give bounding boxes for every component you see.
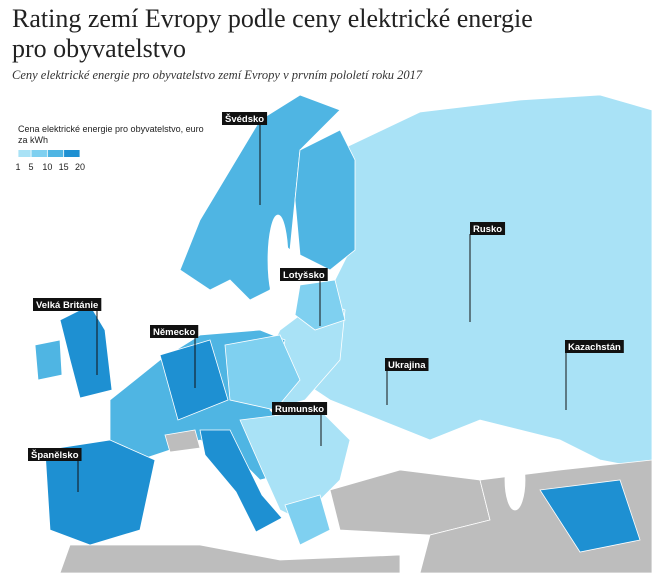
switzerland bbox=[164, 429, 201, 453]
country-label: Kazachstán bbox=[568, 342, 621, 353]
country-label: Švédsko bbox=[225, 113, 264, 125]
land bbox=[34, 94, 652, 573]
callout-box bbox=[150, 325, 199, 338]
greece bbox=[284, 494, 331, 546]
legend: 1 5 10 15 20 bbox=[15, 150, 85, 172]
central-asia bbox=[539, 479, 641, 553]
legend-swatch bbox=[18, 150, 32, 157]
legend-tick-label: 10 bbox=[42, 162, 52, 172]
legend-swatch bbox=[31, 150, 48, 157]
subtitle: Ceny elektrické energie pro obyvatelstvo… bbox=[12, 68, 423, 82]
legend-tick-label: 20 bbox=[75, 162, 85, 172]
legend-tick-label: 1 bbox=[15, 162, 20, 172]
uk bbox=[59, 304, 113, 399]
ireland bbox=[34, 339, 63, 381]
callout-box bbox=[272, 402, 328, 415]
legend-swatch bbox=[47, 150, 64, 157]
germany bbox=[159, 339, 229, 421]
callout-box bbox=[33, 298, 102, 311]
africa bbox=[59, 544, 401, 573]
finland bbox=[294, 129, 356, 271]
country-label: Rumunsko bbox=[275, 404, 324, 415]
baltic-sea bbox=[267, 214, 289, 306]
callout-box bbox=[385, 358, 429, 371]
country-label: Ukrajina bbox=[388, 360, 426, 371]
labels: Švédsko Rusko Lotyšsko Velká Británie Německ… bbox=[28, 112, 624, 492]
turkey bbox=[329, 469, 491, 536]
country-label: Rusko bbox=[473, 224, 502, 235]
callout-box bbox=[28, 448, 82, 461]
russia bbox=[299, 94, 652, 471]
italy bbox=[199, 429, 283, 533]
title: Rating zemí Evropy podle ceny elektrické… bbox=[12, 4, 533, 63]
callout-box bbox=[565, 340, 624, 353]
callout-box bbox=[470, 222, 506, 235]
country-label: Německo bbox=[153, 327, 195, 338]
legend-title: Cena elektrické energie pro obyvatelstvo… bbox=[18, 124, 204, 145]
legend-tick-label: 5 bbox=[29, 162, 34, 172]
black-sea bbox=[347, 431, 433, 469]
country-label: Lotyšsko bbox=[283, 270, 325, 281]
callout-box bbox=[222, 112, 268, 125]
iberia bbox=[44, 439, 156, 546]
legend-tick-label: 15 bbox=[59, 162, 69, 172]
caspian-sea bbox=[504, 449, 526, 511]
callout-box bbox=[280, 268, 328, 281]
legend-swatch bbox=[63, 150, 80, 157]
country-label: Španělsko bbox=[31, 449, 79, 461]
country-label: Velká Británie bbox=[36, 300, 98, 311]
poland bbox=[224, 334, 301, 411]
